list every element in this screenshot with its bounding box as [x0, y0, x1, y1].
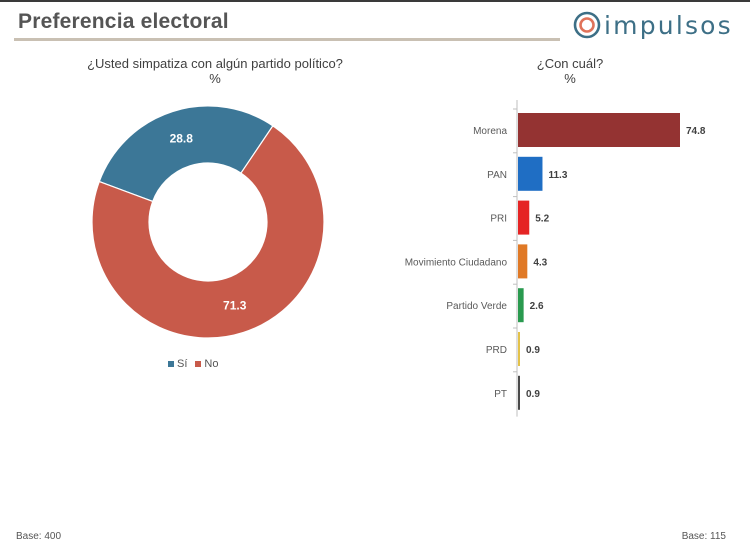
legend-item-si: Sí [168, 358, 187, 370]
legend-label: Sí [177, 358, 188, 370]
bar-pt [518, 375, 520, 410]
donut-question-text: ¿Usted simpatiza con algún partido polít… [87, 56, 343, 71]
bar-unit: % [564, 71, 576, 86]
legend-label: No [204, 358, 219, 370]
bar-category-label-partido-verde: Partido Verde [446, 301, 507, 312]
bar-morena [518, 113, 680, 147]
bar-category-label-movimiento-ciudadano: Movimiento Ciudadano [405, 257, 508, 268]
donut-legend: Sí No [168, 358, 222, 370]
bar-category-label-morena: Morena [473, 126, 507, 137]
bar-question-text: ¿Con cuál? [536, 56, 604, 71]
logo-rings-icon [573, 11, 601, 39]
legend-swatch [168, 361, 174, 367]
donut-unit: % [209, 71, 221, 86]
legend-item-no: No [195, 358, 218, 370]
bar-value-label-pan: 11.3 [548, 170, 567, 181]
donut-chart: 28.8 71.3 [91, 105, 325, 339]
bar-partido-verde [518, 288, 524, 323]
donut-label-no: 71.3 [223, 298, 247, 312]
bar-value-label-partido-verde: 2.6 [530, 301, 544, 312]
bar-pri [518, 200, 530, 235]
logo-text: impulsos [604, 10, 733, 40]
donut-label-si: 28.8 [170, 132, 194, 146]
bar-category-label-pt: PT [494, 389, 507, 400]
bar-question: ¿Con cuál? % [500, 56, 640, 86]
impulsos-logo: impulsos [572, 8, 733, 42]
right-base-label: Base: 115 [681, 531, 726, 542]
bar-value-label-movimiento-ciudadano: 4.3 [533, 257, 547, 268]
bar-category-label-pan: PAN [487, 170, 507, 181]
bar-prd [518, 332, 520, 366]
bar-value-label-pri: 5.2 [535, 214, 549, 225]
bar-value-label-morena: 74.8 [686, 126, 706, 137]
top-border [0, 0, 750, 2]
page-title: Preferencia electoral [18, 10, 229, 33]
title-underline [14, 38, 560, 41]
donut-question: ¿Usted simpatiza con algún partido polít… [40, 56, 390, 86]
donut-slice-si [98, 105, 274, 203]
bar-movimiento-ciudadano [518, 244, 528, 279]
donut-slice-no [91, 124, 325, 339]
bar-value-label-prd: 0.9 [526, 345, 540, 356]
bar-value-label-pt: 0.9 [526, 389, 540, 400]
left-base-label: Base: 400 [16, 531, 62, 542]
legend-swatch [195, 361, 202, 367]
party-bar-chart: Morena 74.8 PAN 11.3 PRI 5.2 Movimiento Ciudad… [405, 100, 706, 417]
bar-category-label-prd: PRD [486, 345, 507, 356]
bar-category-label-pri: PRI [490, 214, 507, 225]
bar-pan [518, 156, 543, 191]
